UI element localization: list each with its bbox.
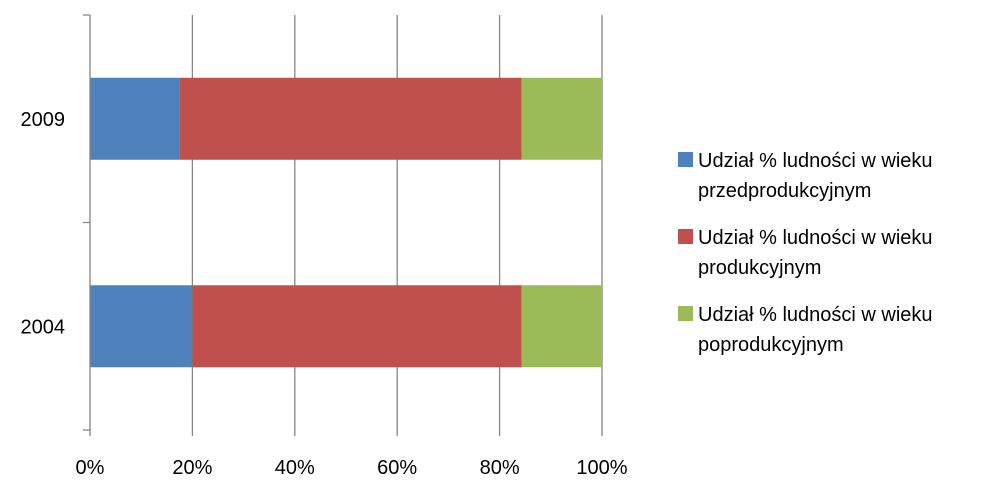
legend-swatch-produkcyjny [678,229,693,244]
x-tick-label-3: 60% [377,457,417,479]
bar-2009-series-1 [90,77,180,160]
y-category-label-2009: 2009 [21,109,66,131]
legend-label-produkcyjny: Udział % ludności w wieku produkcyjnym [698,227,933,279]
bar-2004-series-3 [521,285,602,368]
y-category-label-2004: 2004 [21,316,66,338]
bars [90,77,602,368]
legend: Udział % ludności w wieku przedprodukcyj… [676,146,976,377]
gridlines [191,15,603,430]
legend-label-przedprodukcyjny: Udział % ludności w wieku przedprodukcyj… [698,150,933,202]
x-tick-label-0: 0% [76,457,105,479]
bar-2004-series-2 [192,285,522,368]
legend-item-przedprodukcyjny: Udział % ludności w wieku przedprodukcyj… [676,146,976,206]
x-tick-label-5: 100% [576,457,627,479]
legend-item-poprodukcyjny: Udział % ludności w wieku poprodukcyjnym [676,300,976,360]
legend-swatch-poprodukcyjny [678,306,693,321]
bar-2004-series-1 [90,285,193,368]
bar-2009-series-2 [179,77,522,160]
legend-swatch-przedprodukcyjny [678,152,693,167]
legend-label-poprodukcyjny: Udział % ludności w wieku poprodukcyjnym [698,304,933,356]
x-tick-label-2: 40% [275,457,315,479]
tick-labels: 0% 20% 40% 60% 80% 100% 2009 2004 [21,109,628,479]
x-tick-label-1: 20% [172,457,212,479]
x-tick-label-4: 80% [480,457,520,479]
bar-2009-series-3 [521,77,602,160]
axes [83,14,603,436]
legend-item-produkcyjny: Udział % ludności w wieku produkcyjnym [676,223,976,283]
